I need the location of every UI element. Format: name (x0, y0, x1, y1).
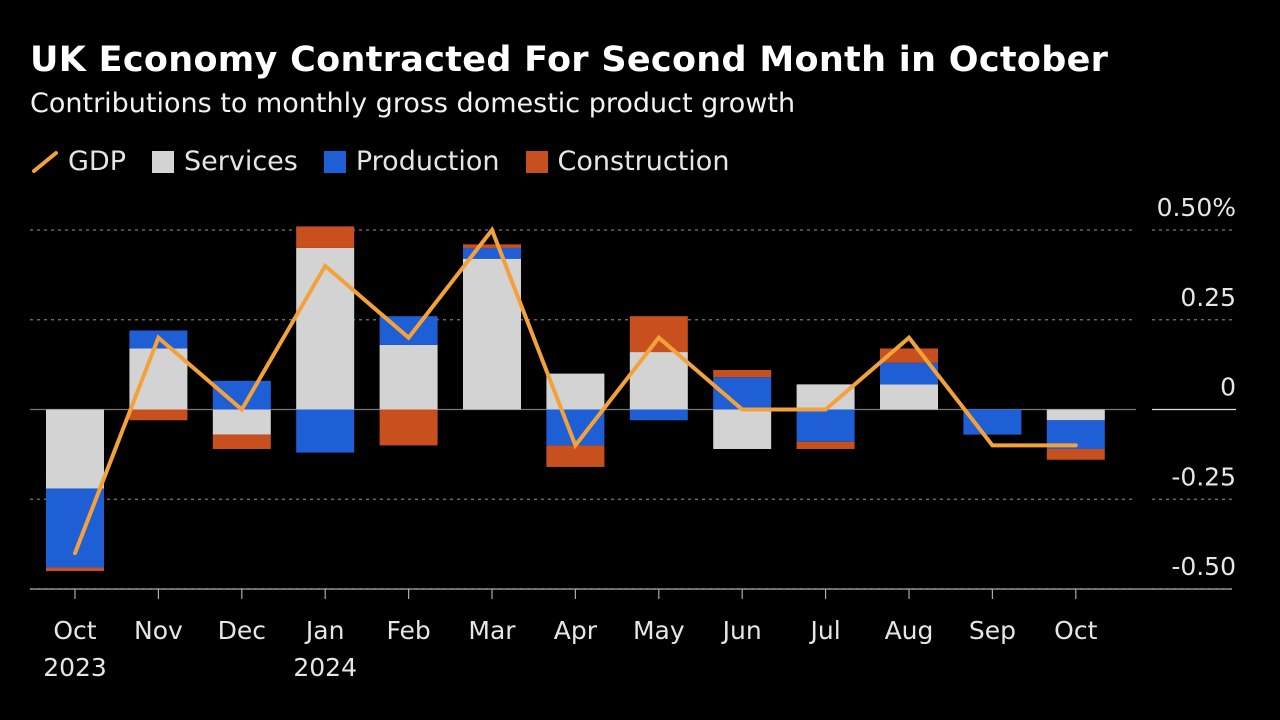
legend-item-gdp: GDP (30, 146, 126, 177)
legend: GDP Services Production Construction (30, 146, 755, 177)
y-tick-label: -0.50 (1171, 552, 1236, 581)
bar-construction-4 (379, 409, 438, 446)
y-tick-label: -0.25 (1171, 462, 1236, 491)
x-tick-label: Jul (809, 616, 841, 645)
legend-item-production: Production (323, 146, 500, 177)
bar-production-7 (629, 409, 688, 421)
bar-production-6 (546, 409, 605, 446)
bar-construction-2 (212, 434, 271, 449)
gdp-point-10 (908, 337, 910, 339)
legend-production-swatch (323, 150, 346, 173)
x-tick-label: 2023 (43, 653, 107, 682)
legend-label-construction: Construction (557, 146, 730, 177)
bar-construction-8 (713, 370, 772, 378)
legend-gdp-line-icon (32, 150, 58, 173)
x-tick-label: Jun (721, 616, 762, 645)
x-tick-label: Oct (1054, 616, 1097, 645)
gdp-point-5 (491, 229, 493, 231)
gdp-point-9 (825, 409, 827, 410)
bar-production-10 (880, 362, 938, 385)
x-tick-label: 2024 (293, 653, 357, 682)
x-tick-label: Oct (53, 616, 96, 645)
gdp-point-11 (991, 444, 993, 446)
bar-production-9 (796, 409, 855, 442)
bar-construction-6 (546, 445, 605, 467)
y-tick-label: 0.50% (1157, 193, 1236, 222)
gdp-point-6 (574, 444, 576, 446)
gdp-point-4 (408, 337, 410, 339)
bar-services-3 (296, 247, 355, 410)
gdp-point-7 (658, 337, 660, 339)
legend-label-gdp: GDP (68, 146, 126, 177)
bar-production-5 (463, 247, 521, 259)
legend-label-production: Production (355, 146, 500, 177)
bar-services-8 (713, 409, 772, 449)
gdp-point-1 (157, 337, 159, 339)
bar-construction-9 (796, 441, 855, 449)
gdp-point-0 (74, 552, 76, 554)
bar-production-2 (212, 380, 271, 410)
bar-construction-3 (296, 226, 355, 248)
x-tick-label: Dec (218, 616, 266, 645)
bar-construction-5 (463, 244, 521, 248)
legend-item-services: Services (152, 146, 298, 177)
legend-label-services: Services (184, 146, 298, 177)
x-tick-label: Sep (969, 616, 1016, 645)
bar-construction-0 (46, 567, 104, 572)
bar-construction-1 (129, 409, 188, 421)
legend-construction-swatch (525, 150, 548, 173)
bar-services-10 (880, 384, 938, 410)
legend-services-swatch (152, 150, 174, 173)
x-tick-label: Nov (134, 616, 183, 645)
chart-subtitle: Contributions to monthly gross domestic … (30, 88, 796, 119)
x-tick-label: Aug (885, 616, 934, 645)
gdp-point-2 (241, 409, 243, 410)
x-tick-label: Feb (386, 616, 430, 645)
y-tick-label: 0 (1220, 373, 1236, 402)
bar-services-4 (379, 344, 438, 410)
bar-construction-7 (629, 316, 688, 353)
x-tick-label: Mar (468, 616, 516, 645)
gdp-point-3 (324, 265, 326, 267)
gdp-point-12 (1075, 444, 1077, 446)
bar-services-0 (46, 409, 104, 489)
x-tick-label: Apr (554, 616, 598, 645)
bar-services-12 (1046, 409, 1105, 421)
bar-services-9 (796, 384, 855, 410)
bar-construction-12 (1046, 448, 1105, 460)
bar-services-1 (129, 348, 188, 410)
x-tick-label: May (633, 616, 685, 645)
bar-production-3 (296, 409, 355, 453)
bar-services-2 (212, 409, 271, 435)
y-tick-label: 0.25 (1180, 283, 1236, 312)
gdp-point-8 (741, 409, 743, 410)
chart-title: UK Economy Contracted For Second Month i… (30, 40, 1109, 80)
legend-item-construction: Construction (525, 146, 730, 177)
x-tick-label: Jan (304, 616, 345, 645)
